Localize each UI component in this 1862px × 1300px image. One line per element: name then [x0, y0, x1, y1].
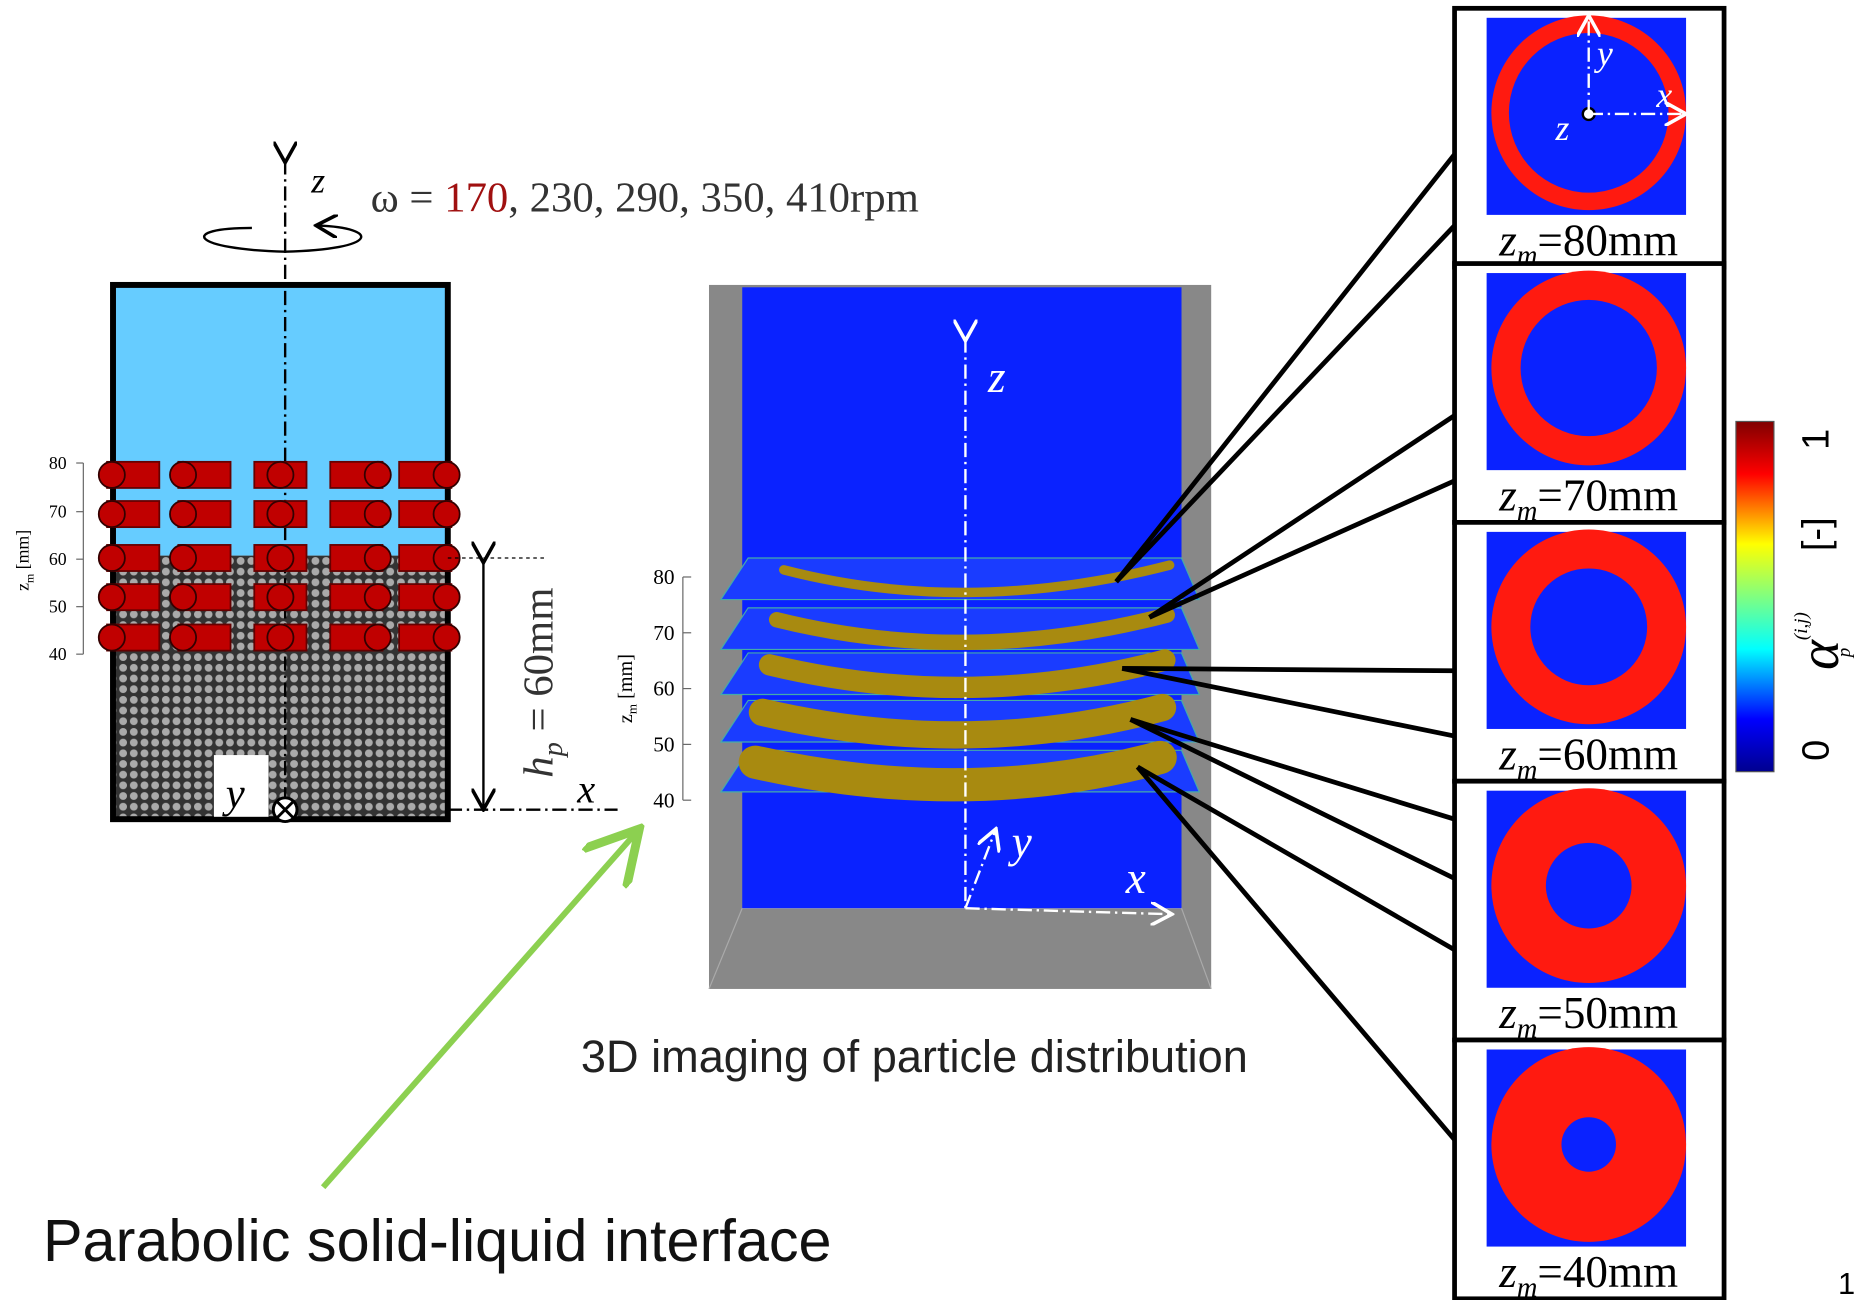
symbol: z [13, 583, 33, 591]
tick-label: 50 [653, 733, 674, 757]
tick-label: 60 [653, 677, 674, 701]
particle-end [99, 584, 125, 610]
omega-prefix: ω = [371, 174, 445, 221]
axis-label: x [1125, 853, 1146, 903]
subscript: m [625, 704, 640, 714]
axis-label: x [576, 767, 595, 812]
particle-end [170, 462, 196, 488]
symbol: z [1498, 471, 1517, 521]
page-number: 1 [1838, 1266, 1855, 1300]
subscript: m [22, 573, 36, 583]
axis-label: y [1594, 33, 1613, 73]
value: = 60mm [515, 588, 562, 743]
colorbar: 1 0 [-] α(i,j)p [1736, 421, 1855, 771]
omega-label: ω = 170, 230, 290, 350, 410rpm [371, 174, 919, 221]
particle-end [365, 501, 391, 527]
particle-end [99, 462, 125, 488]
subscript: p [538, 742, 569, 758]
particle-end [170, 584, 196, 610]
axis-title: zm [mm] [615, 654, 640, 723]
particle-end [434, 624, 460, 650]
particle-end [365, 584, 391, 610]
particle-end [99, 545, 125, 571]
particle-end [170, 624, 196, 650]
tick-label: 70 [653, 621, 674, 645]
annotation: Parabolic solid-liquid interface [43, 1207, 832, 1274]
ring-hole [1561, 1117, 1616, 1172]
particle-end [267, 501, 293, 527]
particle-end [267, 545, 293, 571]
tick-label: 50 [49, 597, 67, 617]
value: =80mm [1537, 215, 1678, 265]
symbol: z [1498, 729, 1517, 779]
caption: 3D imaging of particle distribution [581, 1031, 1248, 1082]
value: =70mm [1537, 471, 1678, 521]
ring-hole [1546, 843, 1632, 929]
ring-hole [1530, 568, 1647, 685]
subscript: m [1517, 1272, 1538, 1300]
particle-end [170, 501, 196, 527]
particle-end [434, 462, 460, 488]
colorbar-symbol: α(i,j)p [1788, 612, 1855, 670]
tick-label: 40 [653, 788, 674, 812]
particle-end [267, 624, 293, 650]
particle-end [434, 501, 460, 527]
symbol: z [615, 714, 637, 723]
particle-end [267, 584, 293, 610]
tick-label: 80 [653, 565, 674, 589]
symbol: z [1498, 988, 1517, 1038]
tick-labels: 80 70 60 50 40 [49, 453, 83, 664]
slices [721, 558, 1199, 792]
connector [1122, 668, 1454, 670]
symbol: h [515, 756, 562, 777]
omega-rest: , 230, 290, 350, 410rpm [508, 174, 919, 221]
omega-highlight: 170 [444, 174, 508, 221]
tick-labels: 80 70 60 50 40 [653, 565, 691, 812]
particle-end [99, 624, 125, 650]
axis-title: zm [mm] [13, 530, 37, 591]
symbol: z [1498, 1247, 1517, 1297]
particle-end [267, 462, 293, 488]
tick-label: 80 [49, 453, 67, 473]
symbol: z [1498, 215, 1517, 265]
superscript: (i,j) [1791, 612, 1812, 640]
tick-label: 60 [49, 549, 67, 569]
value: =40mm [1537, 1247, 1678, 1297]
colorbar-max: 1 [1796, 429, 1838, 450]
particle-end [99, 501, 125, 527]
particle-end [365, 462, 391, 488]
value: =50mm [1537, 988, 1678, 1038]
axis-label: z [1554, 108, 1569, 148]
particle-end [365, 545, 391, 571]
colorbar-unit: [-] [1796, 517, 1838, 551]
axis-label: y [1008, 817, 1033, 867]
value: =60mm [1537, 729, 1678, 779]
axis-label: z [310, 160, 325, 200]
axis-label: z [987, 352, 1006, 402]
tick-label: 40 [49, 644, 67, 664]
unit: [mm] [13, 530, 33, 574]
colorbar-min: 0 [1796, 740, 1838, 761]
tick-label: 70 [49, 502, 67, 522]
arrow [323, 833, 635, 1187]
particle-end [365, 624, 391, 650]
height-label: hp = 60mm [515, 588, 568, 778]
ring-hole [1521, 300, 1657, 436]
particle-end [434, 584, 460, 610]
axis-label: y [222, 770, 245, 817]
unit: [mm] [615, 654, 637, 704]
axis-label: x [1655, 75, 1672, 115]
slide: z ω = 170, 230, 290, 350, 410rpm 8070605… [0, 0, 1862, 1300]
particle-end [170, 545, 196, 571]
